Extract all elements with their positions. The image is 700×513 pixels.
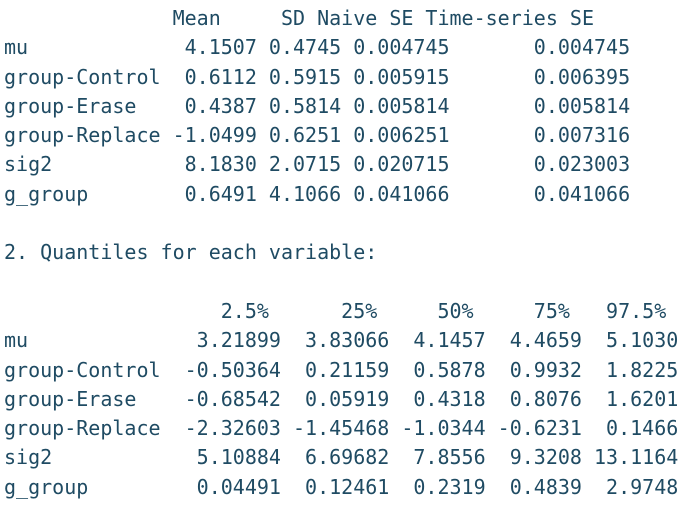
- console-output: Mean SD Naive SE Time-series SE mu 4.150…: [4, 4, 696, 502]
- quantiles-row-group-control: group-Control -0.50364 0.21159 0.5878 0.…: [4, 357, 679, 382]
- blank-line: [4, 268, 696, 297]
- quantiles-row-mu: mu 3.21899 3.83066 4.1457 4.4659 5.1030: [4, 328, 679, 353]
- summary-row-group-control: group-Control 0.6112 0.5915 0.005915 0.0…: [4, 64, 631, 89]
- quantiles-table-header: 2.5% 25% 50% 75% 97.5%: [4, 298, 667, 323]
- summary-row-mu: mu 4.1507 0.4745 0.004745 0.004745: [4, 35, 631, 60]
- blank-line: [4, 209, 696, 238]
- quantiles-row-group-replace: group-Replace -2.32603 -1.45468 -1.0344 …: [4, 416, 679, 441]
- quantiles-row-g-group: g_group 0.04491 0.12461 0.2319 0.4839 2.…: [4, 474, 679, 499]
- summary-row-group-erase: group-Erase 0.4387 0.5814 0.005814 0.005…: [4, 93, 631, 118]
- quantiles-heading: 2. Quantiles for each variable:: [4, 240, 378, 265]
- summary-row-sig2: sig2 8.1830 2.0715 0.020715 0.023003: [4, 152, 631, 177]
- quantiles-row-sig2: sig2 5.10884 6.69682 7.8556 9.3208 13.11…: [4, 445, 679, 470]
- summary-table-header: Mean SD Naive SE Time-series SE: [4, 6, 595, 30]
- quantiles-row-group-erase: group-Erase -0.68542 0.05919 0.4318 0.80…: [4, 386, 679, 411]
- summary-row-group-replace: group-Replace -1.0499 0.6251 0.006251 0.…: [4, 123, 631, 148]
- summary-row-g-group: g_group 0.6491 4.1066 0.041066 0.041066: [4, 181, 631, 206]
